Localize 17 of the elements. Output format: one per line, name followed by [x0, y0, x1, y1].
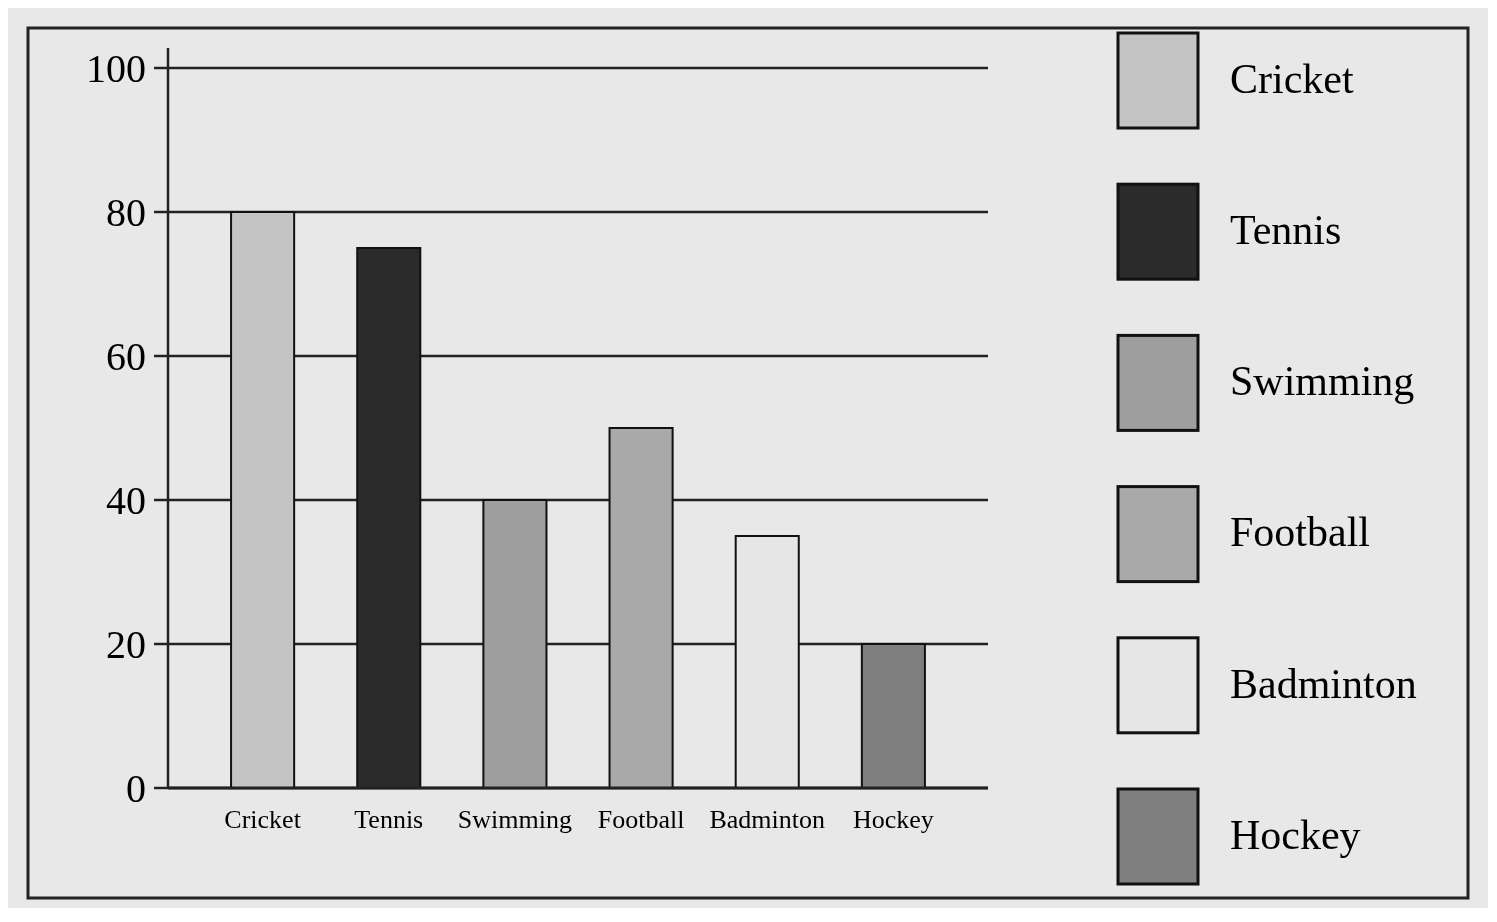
- x-tick-label: Badminton: [709, 805, 826, 834]
- x-tick-label: Swimming: [457, 805, 572, 834]
- y-tick-label: 0: [126, 766, 146, 811]
- y-tick-label: 80: [106, 190, 146, 235]
- x-tick-label: Tennis: [354, 805, 424, 834]
- legend-label: Football: [1230, 509, 1371, 556]
- legend-label: Badminton: [1230, 660, 1417, 707]
- legend-label: Tennis: [1230, 206, 1342, 253]
- x-tick-label: Cricket: [224, 805, 302, 834]
- y-tick-label: 40: [106, 478, 146, 523]
- x-tick-label: Football: [597, 805, 685, 834]
- legend-label: Cricket: [1230, 55, 1354, 102]
- y-tick-label: 20: [106, 622, 146, 667]
- x-tick-label: Hockey: [852, 805, 934, 834]
- legend-label: Swimming: [1230, 358, 1415, 405]
- y-tick-label: 100: [86, 46, 146, 91]
- y-tick-label: 60: [106, 334, 146, 379]
